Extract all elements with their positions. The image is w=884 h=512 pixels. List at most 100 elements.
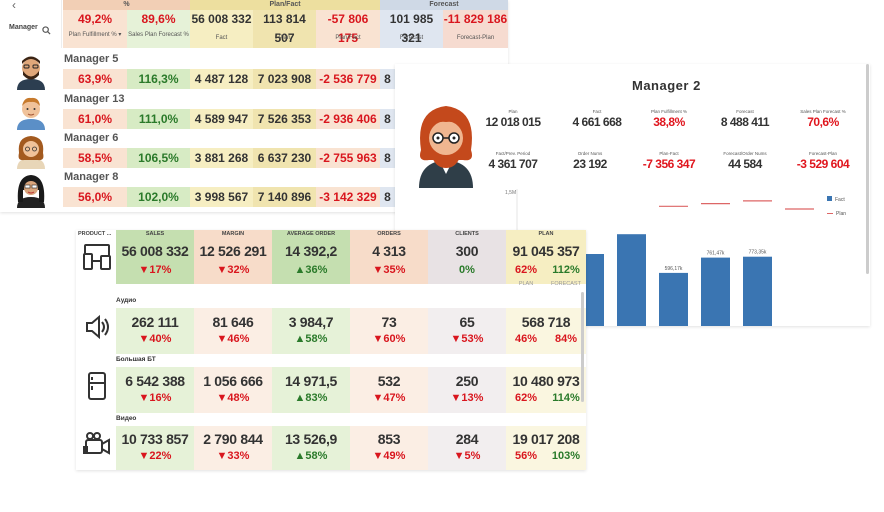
kpi-label: Sales Plan Forecast % bbox=[800, 109, 846, 114]
col-sales-plan-forecast[interactable]: Sales Plan Forecast % bbox=[128, 32, 189, 38]
total-sales-change: ▼17% bbox=[138, 264, 172, 276]
kpi-label: Forecast bbox=[736, 109, 754, 114]
manager-table: ‹ Manager % Plan/Fact Forecast 49,2% 89,… bbox=[0, 0, 508, 212]
kpi-plan-fact: Plan-Fact -7 356 347 bbox=[629, 151, 709, 171]
cell-plan: 10 480 973 bbox=[512, 373, 580, 389]
forecast-sublabel: FORECAST bbox=[551, 281, 581, 287]
cell-plan-fact: -2 536 779 bbox=[316, 69, 380, 89]
dimension-label: Manager bbox=[9, 24, 38, 31]
cell-sales-plan-forecast: 111,0% bbox=[127, 109, 190, 129]
chart-legend: Fact Plan bbox=[827, 196, 846, 217]
cell-orders: 532 bbox=[377, 373, 401, 389]
manager-name: Manager 13 bbox=[64, 93, 125, 105]
col-plan-fulfillment[interactable]: Plan Fulfillment % ▾ bbox=[68, 32, 122, 38]
fact-plan-chart: 1,5M 596,17k 761,47k 773,35k bbox=[505, 189, 814, 326]
manager2-title: Manager 2 bbox=[632, 78, 701, 93]
product-dimension-label[interactable]: PRODUCT ... bbox=[78, 231, 112, 237]
devices-icon bbox=[83, 244, 111, 270]
cell-plan: 7 140 896 bbox=[253, 187, 316, 207]
cell-fact: 4 589 947 bbox=[190, 109, 253, 129]
cell-plan-fulfillment: 63,9% bbox=[63, 69, 127, 89]
cell-sales: 6 542 388 bbox=[125, 373, 185, 389]
cell-margin-change: ▼48% bbox=[216, 392, 250, 404]
kpi-label: Plan Fulfillment % bbox=[650, 109, 687, 114]
header-plan-fact: Plan/Fact bbox=[269, 1, 301, 8]
kpi-value: -7 356 347 bbox=[642, 157, 696, 171]
cell-forecast-pct: 114% bbox=[552, 392, 580, 404]
kpi-value: 4 361 707 bbox=[488, 157, 538, 171]
col-plan-fact[interactable]: Plan/Fact bbox=[335, 35, 361, 41]
scrollbar[interactable] bbox=[866, 64, 869, 274]
back-icon[interactable]: ‹ bbox=[12, 0, 16, 12]
fact-bar[interactable] bbox=[617, 234, 646, 326]
bar-value-label: 773,35k bbox=[749, 250, 767, 256]
kpi-order-nums: Order Nums 23 192 bbox=[550, 151, 630, 171]
fact-bar[interactable] bbox=[659, 272, 688, 326]
cell-average-order-change: ▲58% bbox=[294, 450, 328, 462]
cell-plan-fulfillment: 58,5% bbox=[63, 148, 127, 168]
kpi-label: Plan bbox=[508, 109, 518, 114]
cell-sales-change: ▼16% bbox=[138, 392, 172, 404]
col-forecast-plan[interactable]: Forecast-Plan bbox=[456, 35, 495, 41]
total-orders: 4 313 bbox=[372, 243, 406, 259]
kpi-value: 8 488 411 bbox=[720, 115, 770, 129]
cell-sales-plan-forecast: 116,3% bbox=[127, 69, 190, 89]
cell-sales-plan-forecast: 106,5% bbox=[127, 148, 190, 168]
col-sales[interactable]: SALES bbox=[145, 231, 165, 237]
col-plan[interactable]: PLAN bbox=[538, 231, 554, 237]
col-margin[interactable]: MARGIN bbox=[221, 231, 245, 237]
cell-plan-pct: 46% bbox=[514, 333, 538, 345]
cell-average-order: 14 971,5 bbox=[284, 373, 338, 389]
cell-clients: 65 bbox=[459, 314, 475, 330]
cell-orders: 73 bbox=[381, 314, 397, 330]
total-margin-change: ▼32% bbox=[216, 264, 250, 276]
kpi-forecast: Forecast 8 488 411 bbox=[705, 109, 785, 129]
table-row[interactable]: Manager 8 56,0% 102,0% 3 998 567 7 140 8… bbox=[0, 170, 508, 209]
col-orders[interactable]: ORDERS bbox=[377, 231, 401, 237]
avatar bbox=[17, 136, 45, 169]
total-margin: 12 526 291 bbox=[199, 243, 267, 259]
cell-plan: 19 017 208 bbox=[512, 431, 580, 447]
col-clients[interactable]: CLIENTS bbox=[455, 231, 479, 237]
cell-forecast-pct: 84% bbox=[554, 333, 578, 345]
cell-margin-change: ▼33% bbox=[216, 450, 250, 462]
manager-avatar bbox=[419, 106, 473, 188]
cell-plan-fact: -2 755 963 bbox=[316, 148, 380, 168]
table-row[interactable]: Manager 6 58,5% 106,5% 3 881 268 6 637 2… bbox=[0, 131, 508, 170]
table-row[interactable]: Manager 13 61,0% 111,0% 4 589 947 7 526 … bbox=[0, 92, 508, 131]
cell-clients: 284 bbox=[455, 431, 479, 447]
cell-plan-fact: -2 936 406 bbox=[316, 109, 380, 129]
col-forecast[interactable]: Forecast bbox=[399, 35, 424, 41]
kpi-value: 4 661 668 bbox=[572, 115, 622, 129]
cell-orders-change: ▼60% bbox=[372, 333, 406, 345]
cell-plan-pct: 56% bbox=[514, 450, 538, 462]
scrollbar[interactable] bbox=[581, 292, 584, 402]
cell-average-order: 13 526,9 bbox=[284, 431, 338, 447]
cell-forecast: 8 bbox=[380, 69, 395, 89]
cell-plan: 6 637 230 bbox=[253, 148, 316, 168]
category-label: Большая БТ bbox=[116, 356, 156, 363]
cell-margin: 81 646 bbox=[212, 314, 254, 330]
search-icon[interactable] bbox=[42, 22, 51, 40]
cell-plan-pct: 62% bbox=[514, 392, 538, 404]
cell-margin: 1 056 666 bbox=[203, 373, 263, 389]
kpi-fact: Fact 4 661 668 bbox=[557, 109, 637, 129]
fact-bar[interactable] bbox=[701, 257, 730, 326]
fridge-icon bbox=[88, 372, 106, 400]
col-plan[interactable]: Plan bbox=[278, 35, 291, 41]
kpi-fact-prev-period: Fact/Prev. Period 4 361 707 bbox=[473, 151, 553, 171]
col-fact[interactable]: Fact bbox=[215, 35, 228, 41]
fact-bar[interactable] bbox=[743, 256, 772, 326]
total-orders-change: ▼35% bbox=[372, 264, 406, 276]
cell-orders: 853 bbox=[377, 431, 401, 447]
col-average-order[interactable]: AVERAGE ORDER bbox=[286, 231, 336, 237]
header-percent: % bbox=[123, 1, 130, 8]
cell-margin: 2 790 844 bbox=[203, 431, 263, 447]
plan-sublabel: PLAN bbox=[518, 281, 534, 287]
cell-sales: 262 111 bbox=[131, 314, 179, 330]
kpi-value: 38,8% bbox=[653, 115, 685, 129]
table-row[interactable]: Manager 5 63,9% 116,3% 4 487 128 7 023 9… bbox=[0, 52, 508, 91]
kpi-value: 23 192 bbox=[573, 157, 607, 171]
kpi-label: Forecast-Plan bbox=[808, 151, 837, 156]
cell-sales-change: ▼22% bbox=[138, 450, 172, 462]
